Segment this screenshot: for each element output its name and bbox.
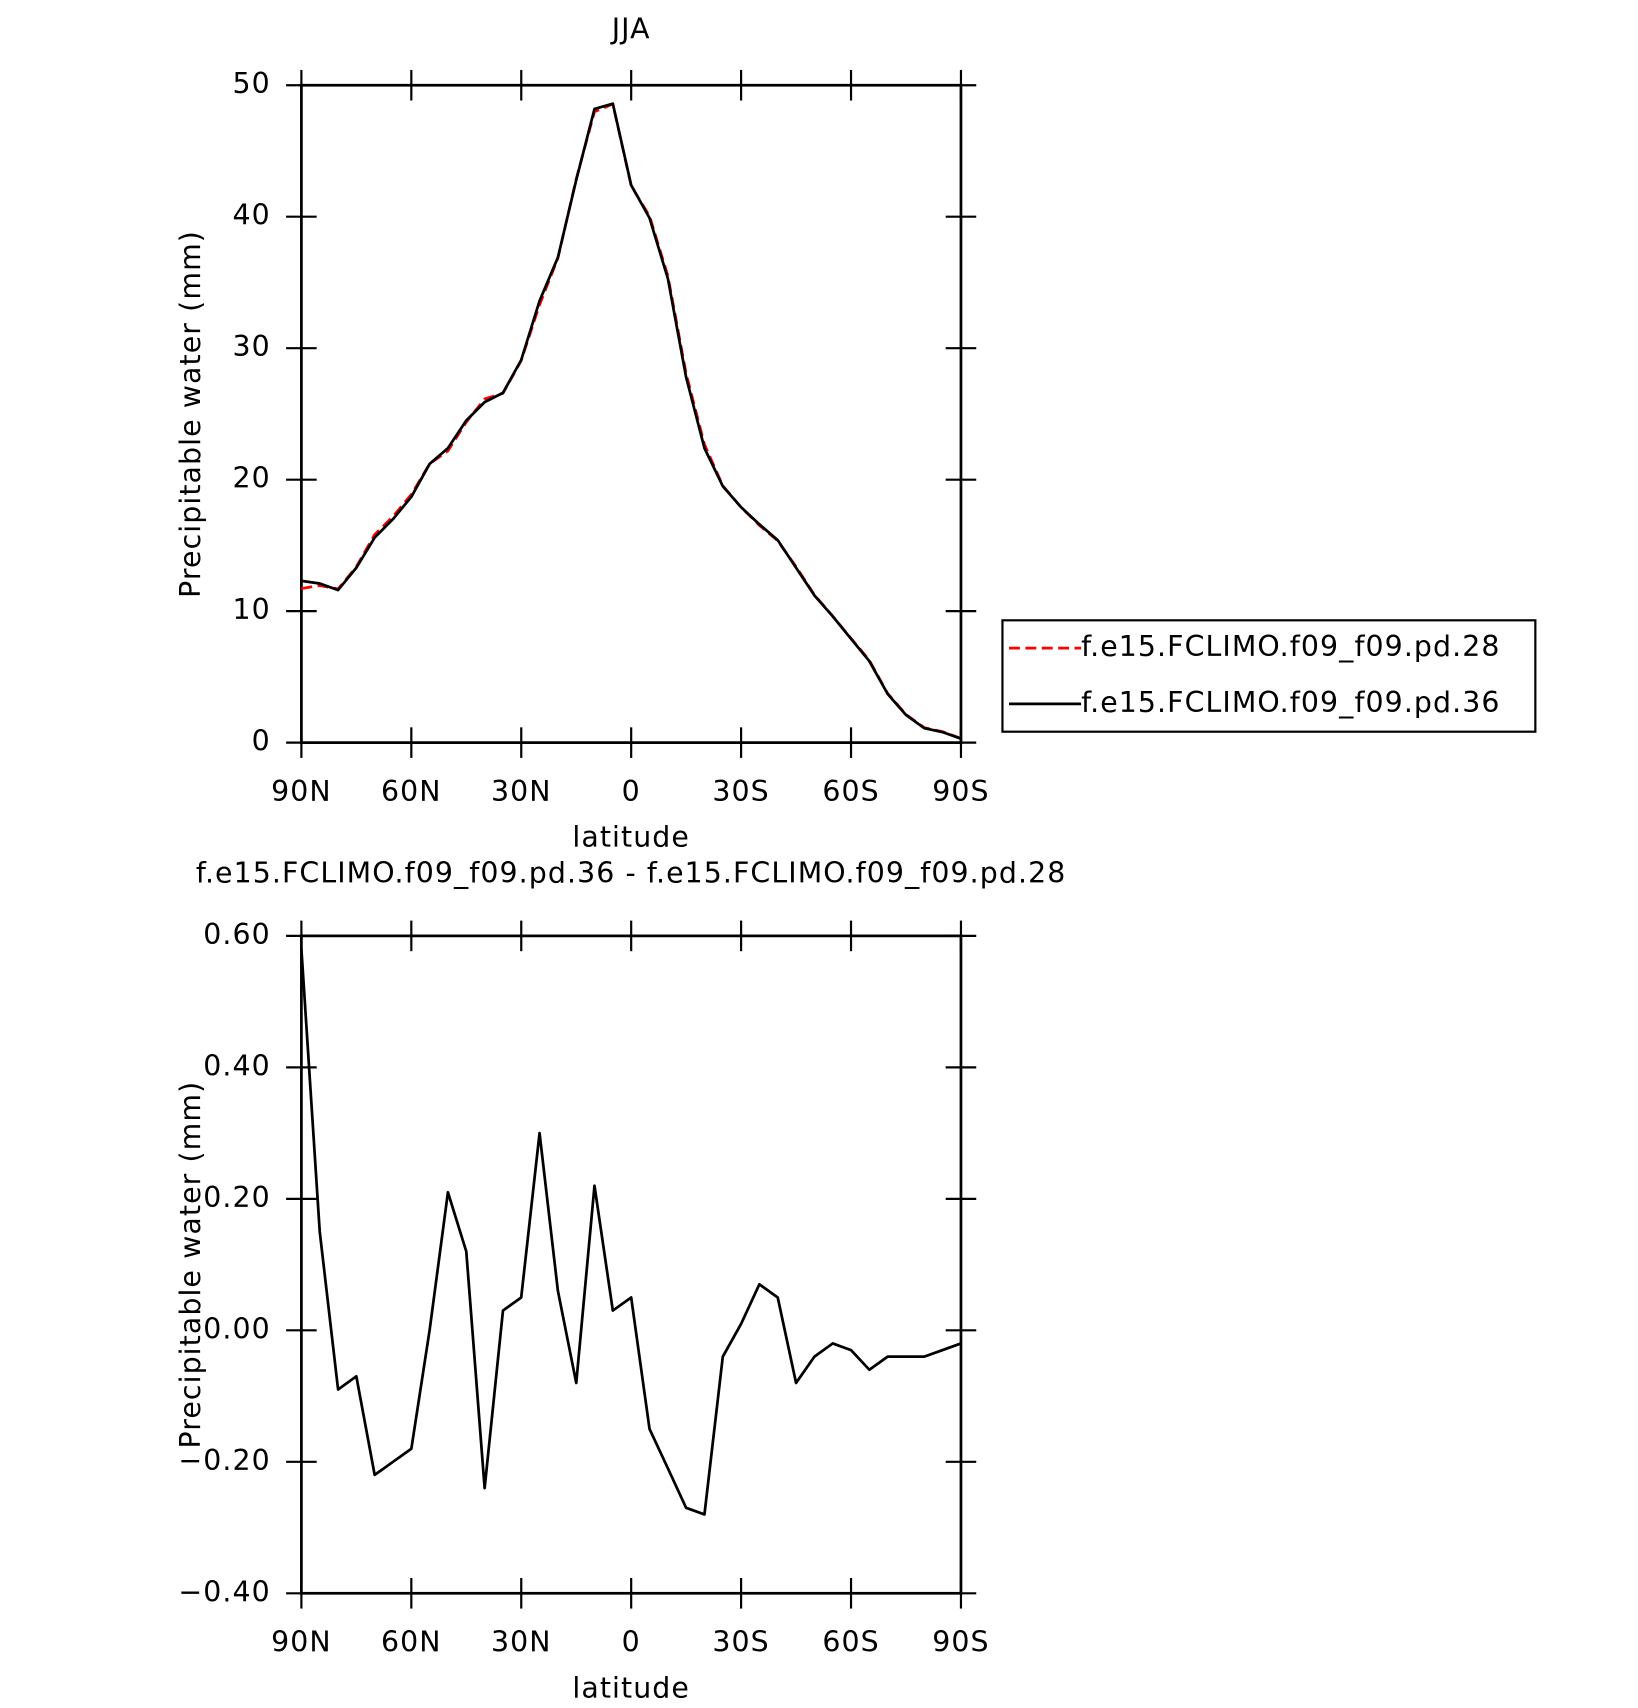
- x-tick-label: 90N: [271, 775, 332, 808]
- series-line: [300, 948, 962, 1516]
- x-tick-label: 60N: [381, 775, 442, 808]
- y-tick-label: 0.40: [203, 1049, 271, 1082]
- y-tick-label: 40: [233, 199, 271, 232]
- y-tick-label: −0.20: [178, 1444, 270, 1477]
- x-tick-label: 30N: [491, 775, 552, 808]
- x-tick-label: 60S: [822, 1626, 879, 1659]
- plot-frame: [300, 934, 963, 1595]
- x-tick-label: 0: [622, 775, 641, 808]
- y-axis-label: Precipitable water (mm): [174, 1081, 207, 1449]
- y-tick-label: 10: [233, 593, 271, 626]
- plot-frame: [300, 83, 963, 744]
- legend-label: f.e15.FCLIMO.f09_f09.pd.28: [1081, 630, 1500, 663]
- y-axis-label: Precipitable water (mm): [174, 230, 207, 598]
- y-tick-label: 0.20: [203, 1181, 271, 1214]
- series-line: [301, 102, 962, 740]
- x-tick-label: 30N: [491, 1626, 552, 1659]
- y-tick-label: 0.60: [203, 918, 271, 951]
- y-tick-label: 50: [233, 67, 271, 100]
- x-axis-label: latitude: [572, 1671, 690, 1704]
- x-tick-label: 0: [622, 1626, 641, 1659]
- x-tick-label: 30S: [712, 775, 769, 808]
- x-axis-label: latitude: [572, 821, 690, 854]
- chart-title: f.e15.FCLIMO.f09_f09.pd.36 - f.e15.FCLIM…: [196, 857, 1066, 890]
- x-tick-label: 60S: [822, 775, 879, 808]
- legend-label: f.e15.FCLIMO.f09_f09.pd.36: [1081, 686, 1500, 719]
- legend: f.e15.FCLIMO.f09_f09.pd.28 f.e15.FCLIMO.f…: [1001, 619, 1537, 733]
- y-tick-label: 0: [252, 725, 271, 758]
- y-tick-label: 0.00: [203, 1312, 271, 1345]
- x-tick-label: 60N: [381, 1626, 442, 1659]
- x-tick-label: 30S: [712, 1626, 769, 1659]
- chart-title: JJA: [610, 13, 651, 46]
- x-tick-label: 90S: [932, 1626, 989, 1659]
- x-tick-label: 90N: [271, 1626, 332, 1659]
- series-line: [301, 102, 962, 740]
- y-tick-label: 30: [233, 330, 271, 363]
- legend-box: [1001, 619, 1537, 733]
- y-tick-label: −0.40: [178, 1575, 270, 1608]
- x-tick-label: 90S: [932, 775, 989, 808]
- y-tick-label: 20: [233, 462, 271, 495]
